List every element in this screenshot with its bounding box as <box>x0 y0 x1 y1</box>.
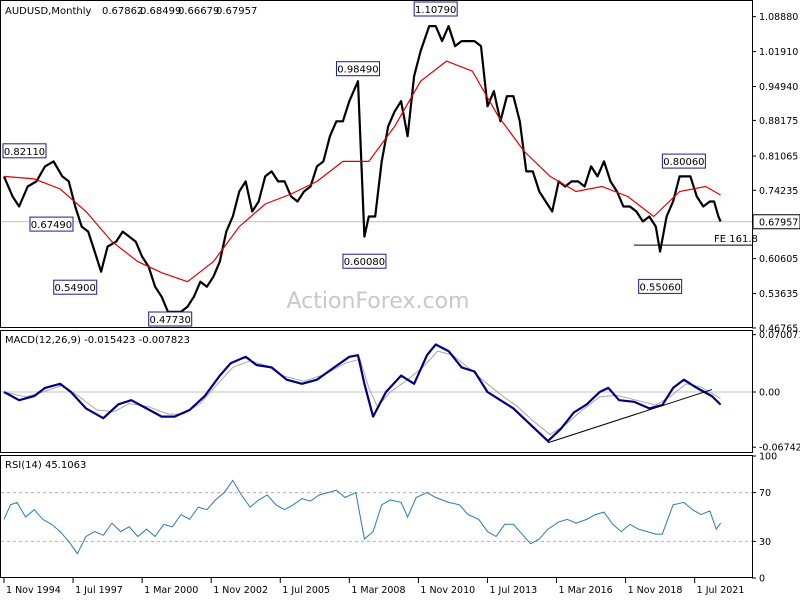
price-series <box>2 25 722 313</box>
macd-y-tick-label: -0.067423 <box>759 443 800 454</box>
price-y-tick-label: 1.01910 <box>759 47 798 58</box>
macd-y-tick-label: 0.00 <box>759 388 780 399</box>
x-tick-label: 1 Jul 2021 <box>697 585 745 596</box>
rsi-title: RSI(14) 45.1063 <box>5 460 86 471</box>
price-y-tick-label: 0.46765 <box>759 323 798 334</box>
rsi-line <box>3 479 722 555</box>
price-ohlc-close: 0.67957 <box>216 6 257 17</box>
rsi-layer <box>1 479 752 555</box>
macd-signal-line <box>3 350 721 436</box>
price-y-tick-label: 0.81065 <box>759 152 798 163</box>
rsi-y-tick-label: 0 <box>759 574 765 585</box>
annotation-box <box>2 143 47 159</box>
price-y-tick-label: 0.74235 <box>759 186 798 197</box>
price-ohlc-low: 0.66679 <box>178 6 219 17</box>
fe-label: FE 161.8 <box>714 234 758 245</box>
rsi-y-tick-label: 30 <box>759 537 771 548</box>
price-ohlc-open: 0.67862 <box>102 6 143 17</box>
axis-layer: 1.08880 1.01910 0.94940 0.88175 0.81065 0.742… <box>3 12 800 596</box>
x-tick-label: 1 Nov 2010 <box>420 585 475 596</box>
annotation-box <box>335 61 380 77</box>
price-y-tick-label: 0.94940 <box>759 82 798 93</box>
watermark: ActionForex.com <box>287 289 470 314</box>
annotation-box <box>661 153 706 169</box>
x-tick-label: 1 Mar 2008 <box>351 585 405 596</box>
price-title: AUDUSD,Monthly <box>5 6 92 17</box>
annotation-box <box>148 311 193 327</box>
annotation-label: 0.54900 <box>55 283 96 294</box>
price-y-tick-label: 0.60605 <box>759 254 798 265</box>
macd-line <box>3 343 722 443</box>
x-tick-label: 1 Nov 1994 <box>6 585 61 596</box>
annotation-box <box>638 278 683 294</box>
current-price-box <box>752 214 800 230</box>
x-tick-label: 1 Jul 2005 <box>282 585 330 596</box>
x-tick-label: 1 Jul 1997 <box>75 585 123 596</box>
annotation-box <box>342 253 387 269</box>
macd-y-tick-label: 0.070071 <box>759 330 800 341</box>
price-pane-frame <box>0 0 753 328</box>
annotation-box <box>413 1 458 17</box>
x-tick-label: 1 Jul 2013 <box>489 585 537 596</box>
annotation-label: 1.10790 <box>415 5 456 16</box>
x-tick-label: 1 Nov 2002 <box>213 585 268 596</box>
annotation-label: 0.55060 <box>639 282 680 293</box>
annotation-label: 0.67490 <box>31 220 72 231</box>
x-tick-label: 1 Mar 2016 <box>559 585 613 596</box>
annotation-label: 0.47730 <box>150 315 191 326</box>
macd-trendline <box>547 389 713 444</box>
price-ohlc-high: 0.68499 <box>140 6 181 17</box>
price-y-tick-label: 0.67957 <box>759 217 798 228</box>
rsi-y-tick-label: 70 <box>759 488 771 499</box>
price-y-tick-label: 0.88175 <box>759 116 798 127</box>
annotation-label: 0.60080 <box>344 257 385 268</box>
macd-layer <box>1 343 752 444</box>
x-tick-label: 1 Mar 2000 <box>144 585 198 596</box>
x-tick-label: 1 Nov 2018 <box>628 585 683 596</box>
annotation-box <box>53 279 98 295</box>
macd-title: MACD(12,26,9) -0.015423 -0.007823 <box>5 335 190 346</box>
rsi-pane-frame <box>0 455 753 578</box>
price-layer: FE 161.8 0.82110 0.67490 0.54900 0.47730 0.98… <box>1 1 758 327</box>
price-y-tick-label: 0.53635 <box>759 289 798 300</box>
price-y-tick-label: 1.08880 <box>759 12 798 23</box>
moving-average-line <box>3 60 721 283</box>
rsi-y-tick-label: 100 <box>759 452 777 463</box>
annotation-label: 0.80060 <box>663 157 704 168</box>
annotation-label: 0.82110 <box>4 147 45 158</box>
annotation-box <box>29 216 74 232</box>
annotation-label: 0.98490 <box>337 65 378 76</box>
